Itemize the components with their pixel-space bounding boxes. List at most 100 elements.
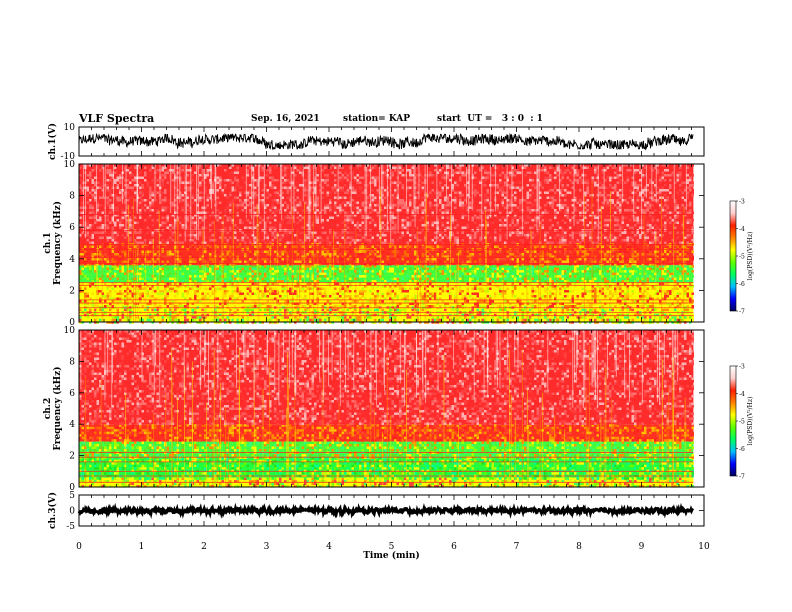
spectrogram-cell [511,313,514,317]
spectrogram-cell [271,287,274,290]
spectrogram-cell [414,250,417,253]
station-label: station= KAP [343,114,411,124]
spectrogram-cell [459,267,462,271]
spectrogram-cell [666,308,669,312]
spectrogram-cell [546,282,549,285]
spectrogram-cell [206,287,209,290]
spectrogram-cell [464,316,467,319]
spectrogram-cell [431,295,434,298]
spectrogram-cell [544,308,547,312]
spectrogram-cell [304,316,307,319]
spectrogram-cell [524,316,527,319]
spectrogram-cell [299,270,302,273]
spectrogram-cell [389,263,392,266]
spectrogram-cell [611,292,614,295]
spectrogram-cell [291,277,294,281]
spectrogram-cell [546,260,549,263]
spectrogram-cell [84,297,87,300]
spectrogram-cell [94,216,97,219]
spectrogram-cell [111,234,114,237]
spectrogram-cell [461,265,464,268]
spectrogram-cell [124,236,127,239]
spectrogram-cell [649,318,652,322]
spectrogram-cell [451,308,454,312]
spectrogram-cell [691,300,694,303]
spectrogram-cell [89,164,92,167]
spectrogram-cell [416,270,419,273]
spectrogram-cell [284,250,287,253]
spectrogram-cell [346,270,349,273]
spectrogram-cell [344,318,347,322]
spectrogram-cell [326,300,329,303]
spectrogram-cell [601,265,604,268]
spectrogram-cell [129,318,132,322]
spectrogram-cell [274,287,277,290]
spectrogram-cell [529,255,532,258]
spectrogram-cell [186,263,189,266]
spectrogram-cell [96,206,99,209]
spectrogram-cell [399,308,402,312]
spectrogram-cell [331,280,334,283]
spectrogram-cell [556,285,559,288]
spectrogram-cell [321,253,324,256]
spectrogram-cell [119,174,122,177]
spectrogram-cell [341,272,344,276]
spectrogram-cell [234,277,237,281]
spectrogram-cell [626,285,629,288]
spectrogram-cell [206,292,209,295]
spectrogram-cell [211,258,214,261]
spectrogram-cell [454,277,457,281]
spectrogram-cell [109,270,112,273]
spectrogram-cell [111,300,114,303]
spectrogram-cell [249,253,252,256]
spectrogram-cell [606,285,609,288]
spectrogram-cell [376,287,379,290]
spectrogram-cell [171,277,174,281]
spectrogram-cell [344,313,347,317]
spectrogram-cell [661,255,664,258]
spectrogram-cell [439,272,442,276]
spectrogram-cell [551,285,554,288]
spectrogram-cell [429,297,432,300]
spectrogram-cell [401,255,404,258]
spectrogram-cell [231,245,234,248]
spectrogram-cell [251,280,254,283]
spectrogram-cell [581,290,584,293]
spectrogram-cell [601,292,604,295]
spectrogram-cell [471,287,474,290]
spectrogram-cell [129,199,132,202]
spectrogram-cell [569,287,572,290]
spectrogram-cell [599,316,602,319]
spectrogram-cell [566,267,569,271]
spectrogram-cell [656,260,659,263]
spectrogram-cell [354,300,357,303]
spectrogram-cell [124,265,127,268]
spectrogram-cell [346,253,349,256]
spectrogram-cell [439,255,442,258]
spectrogram-cell [401,282,404,285]
spectrogram-cell [189,297,192,300]
spectrogram-cell [476,287,479,290]
spectrogram-cell [271,302,274,305]
spectrogram-cell [124,226,127,229]
spectrogram-cell [454,308,457,312]
spectrogram-cell [166,308,169,312]
spectrogram-cell [619,255,622,258]
spectrogram-cell [489,260,492,263]
spectrogram-cell [144,290,147,293]
spectrogram-cell [219,258,222,261]
spectrogram-cell [96,231,99,234]
spectrogram-cell [636,255,639,258]
spectrogram-cell [376,255,379,258]
spectrogram-cell [164,300,167,303]
spectrogram-cell [221,305,224,308]
spectrogram-cell [219,318,222,322]
spectrogram-cell [279,255,282,258]
spectrogram-cell [236,282,239,285]
spectrogram-cell [154,300,157,303]
spectrogram-cell [479,260,482,263]
spectrogram-cell [419,270,422,273]
spectrogram-cell [436,297,439,300]
spectrogram-cell [614,305,617,308]
spectrogram-cell [529,308,532,312]
